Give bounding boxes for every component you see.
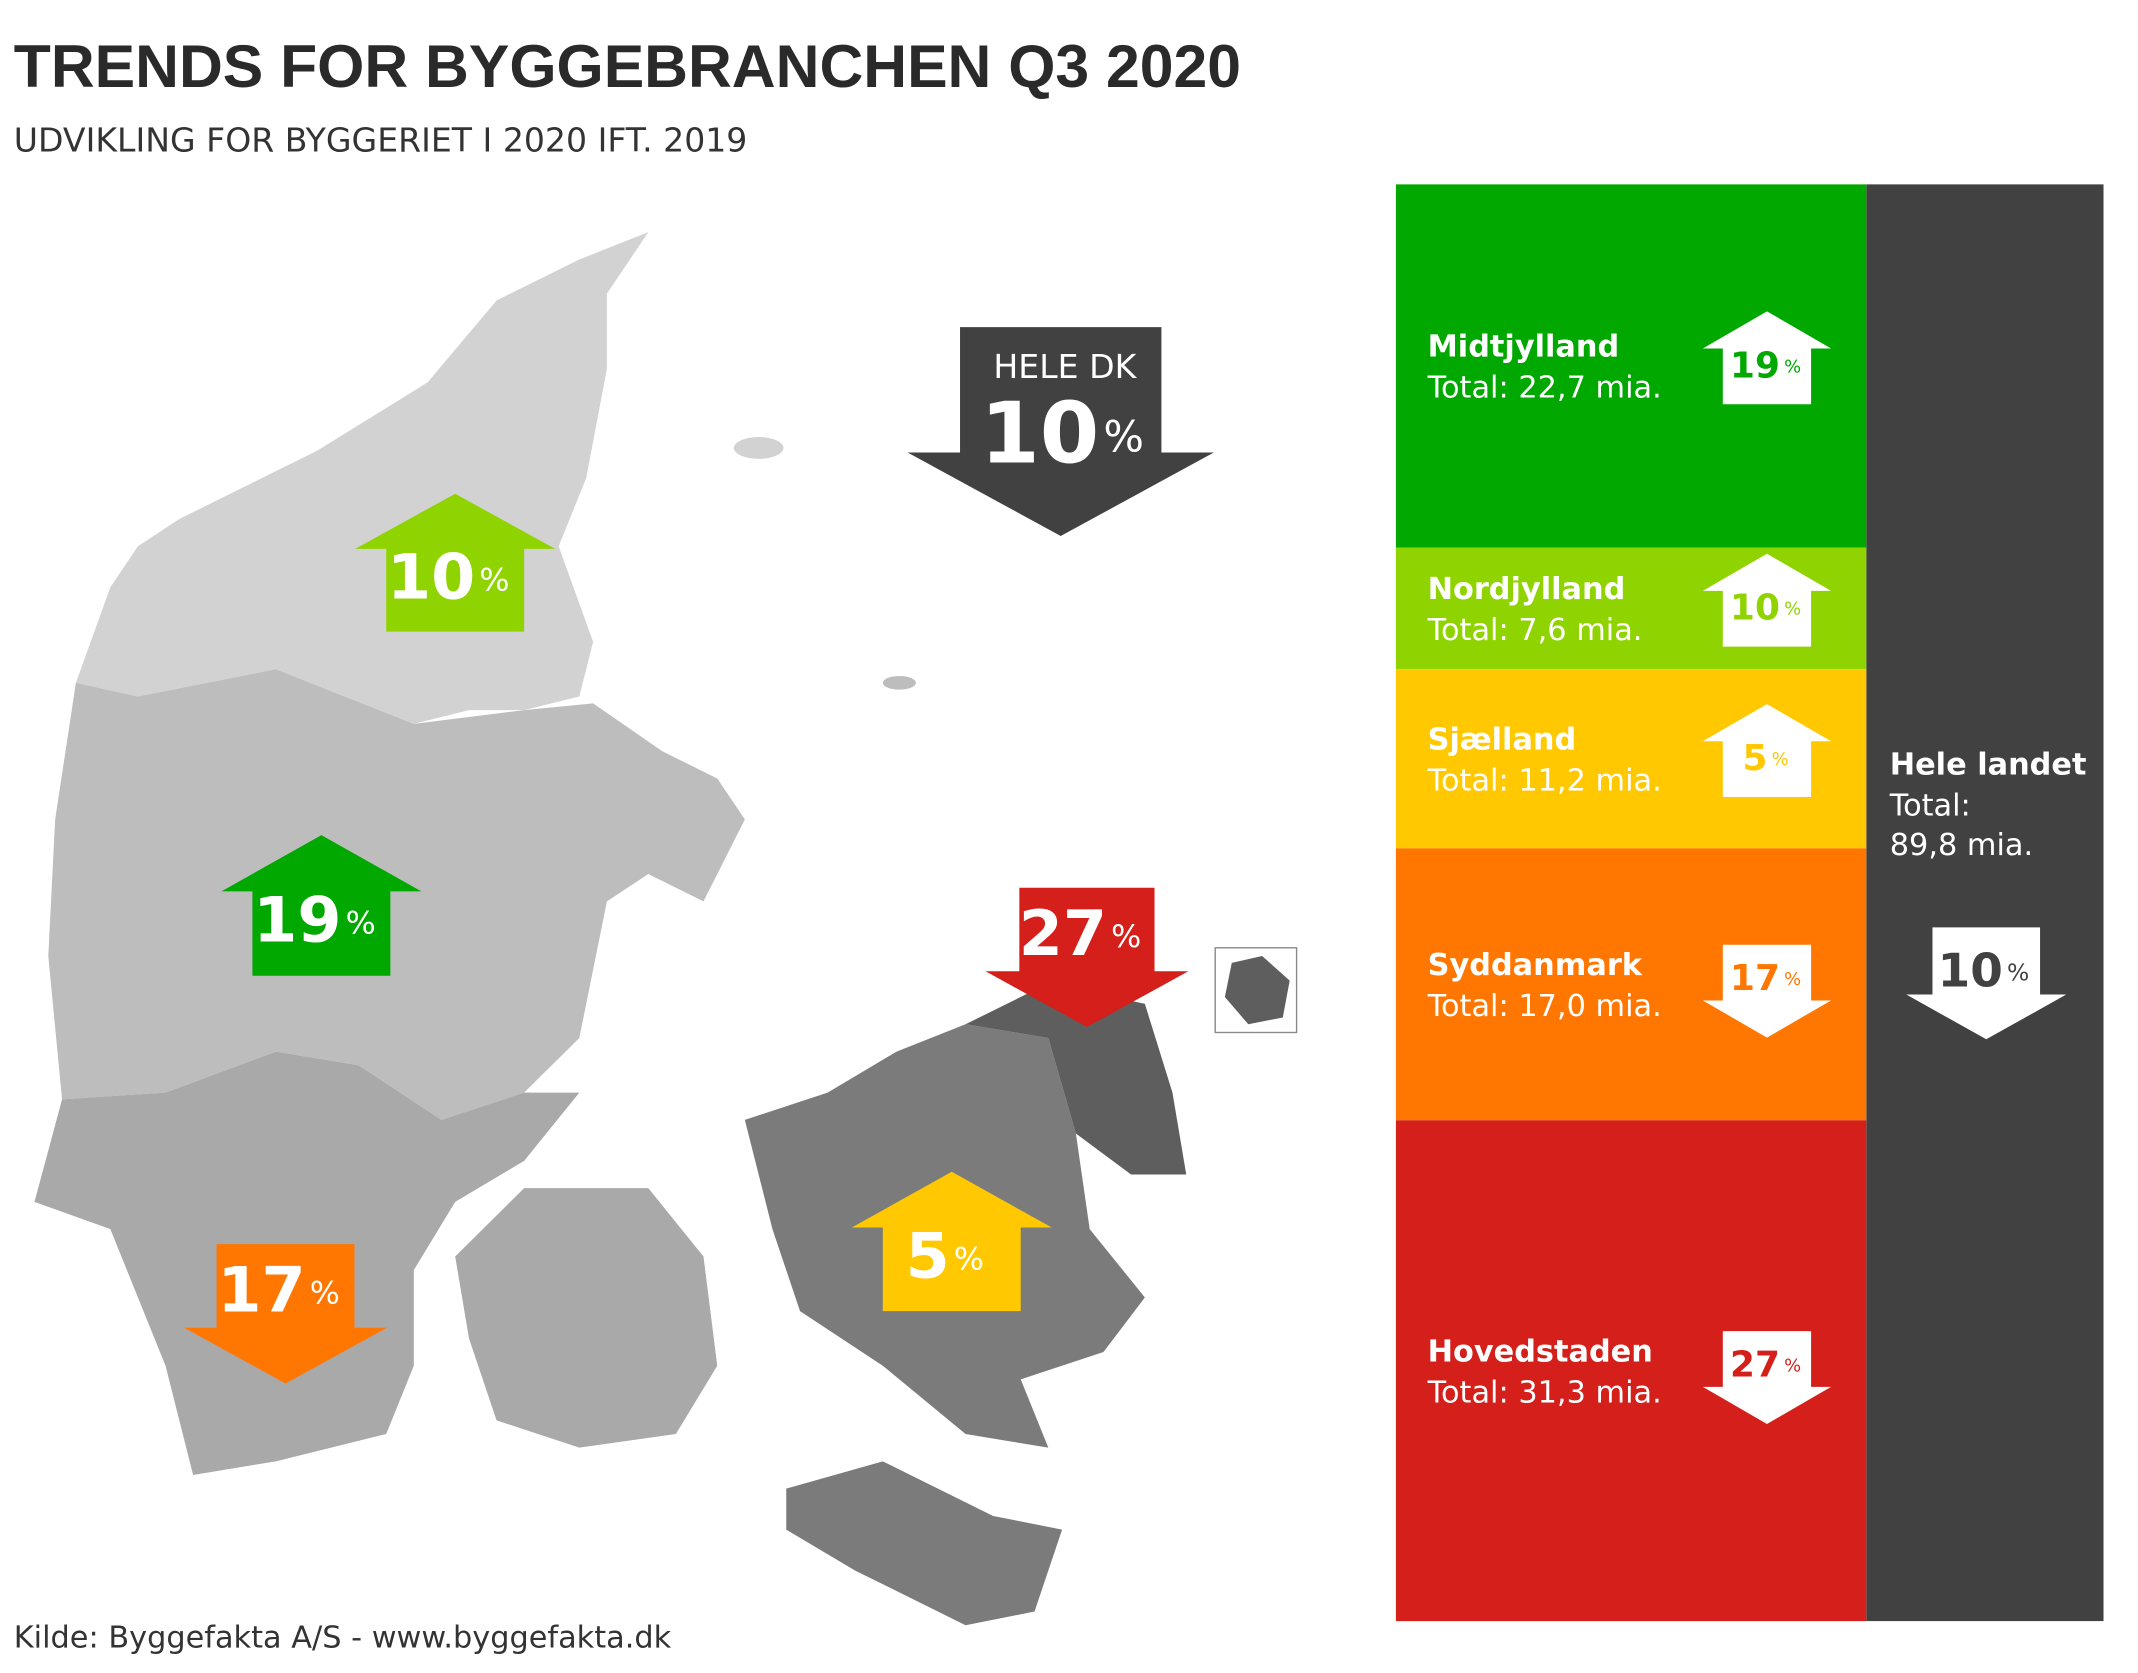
arrow: [985, 887, 1189, 1028]
region-percent: 5%: [1743, 738, 1789, 779]
percent-value: 17: [1730, 958, 1780, 999]
percent-value: 17: [217, 1253, 305, 1327]
arrow: [1702, 704, 1832, 797]
region-name: Nordjylland: [1428, 572, 1626, 607]
region-percent: 27%: [1730, 1345, 1801, 1386]
subtitle: UDVIKLING FOR BYGGERIET I 2020 IFT. 2019: [14, 121, 748, 160]
arrow: [1702, 311, 1832, 405]
region-percent: 10%: [1730, 588, 1801, 629]
arrow: [1906, 927, 2067, 1040]
map-fyn: [455, 1188, 718, 1448]
percent-unit: %: [346, 906, 376, 942]
percent-unit: %: [1103, 413, 1144, 462]
region-total: Total: 31,3 mia.: [1427, 1376, 1662, 1411]
map-percent: 10%: [387, 540, 510, 614]
percent-value: 27: [1019, 897, 1107, 971]
percent-value: 27: [1730, 1345, 1780, 1386]
percent-value: 19: [1730, 345, 1780, 386]
percent-unit: %: [1772, 749, 1789, 770]
percent-value: 5: [906, 1219, 950, 1293]
percent-unit: %: [954, 1242, 984, 1278]
arrow: [851, 1171, 1052, 1312]
percent-unit: %: [1784, 1356, 1801, 1377]
map-percent: 17%: [217, 1253, 340, 1327]
title: TRENDS FOR BYGGEBRANCHEN Q3 2020: [14, 32, 1241, 100]
percent-unit: %: [1784, 599, 1801, 620]
region-name: Hovedstaden: [1428, 1335, 1653, 1370]
region-percent: 17%: [1730, 958, 1801, 999]
percent-value: 10: [1730, 588, 1780, 629]
national-percent: 10%: [1938, 944, 2030, 998]
national-map-percent: 10%: [980, 385, 1144, 484]
region-total: Total: 17,0 mia.: [1427, 989, 1662, 1024]
arrow: [221, 835, 422, 976]
percent-unit: %: [479, 563, 509, 599]
region-total: Total: 11,2 mia.: [1427, 764, 1662, 799]
percent-unit: %: [1111, 919, 1141, 955]
arrow: [184, 1244, 387, 1384]
arrow: [355, 493, 556, 632]
national-total: Total:: [1889, 789, 1971, 824]
percent-unit: %: [1784, 969, 1801, 990]
region-total: Total: 7,6 mia.: [1427, 613, 1643, 648]
national-total: 89,8 mia.: [1890, 828, 2033, 863]
map-anholt: [882, 676, 916, 690]
national-column: [1866, 184, 2104, 1622]
percent-value: 10: [387, 540, 475, 614]
region-name: Syddanmark: [1428, 948, 1643, 983]
map-midtjylland: [48, 669, 745, 1120]
map-percent: 27%: [1019, 897, 1142, 971]
arrow: [907, 327, 1214, 537]
map-lolland-falster: [786, 1461, 1063, 1626]
source: Kilde: Byggefakta A/S - www.byggefakta.d…: [14, 1620, 672, 1655]
arrow: [1702, 944, 1832, 1038]
arrow: [1702, 1331, 1832, 1424]
region-percent: 19%: [1730, 345, 1801, 386]
map-percent: 19%: [253, 883, 376, 957]
map-hovedstaden: [965, 983, 1187, 1175]
national-name: Hele landet: [1890, 748, 2087, 783]
percent-value: 5: [1743, 738, 1768, 779]
region-name: Sjælland: [1428, 723, 1577, 758]
percent-value: 19: [253, 883, 341, 957]
map-nordjylland: [75, 232, 649, 724]
map-laeso: [733, 437, 784, 459]
percent-unit: %: [1784, 356, 1801, 377]
national-map-label: HELE DK: [993, 347, 1137, 386]
map-percent: 5%: [906, 1219, 984, 1293]
percent-unit: %: [310, 1276, 340, 1312]
region-name: Midtjylland: [1428, 330, 1620, 365]
percent-value: 10: [980, 385, 1099, 484]
arrow: [1702, 553, 1832, 647]
percent-value: 10: [1938, 944, 2003, 998]
map-bornholm: [1224, 956, 1290, 1025]
percent-unit: %: [2007, 958, 2029, 986]
region-total: Total: 22,7 mia.: [1427, 371, 1662, 406]
